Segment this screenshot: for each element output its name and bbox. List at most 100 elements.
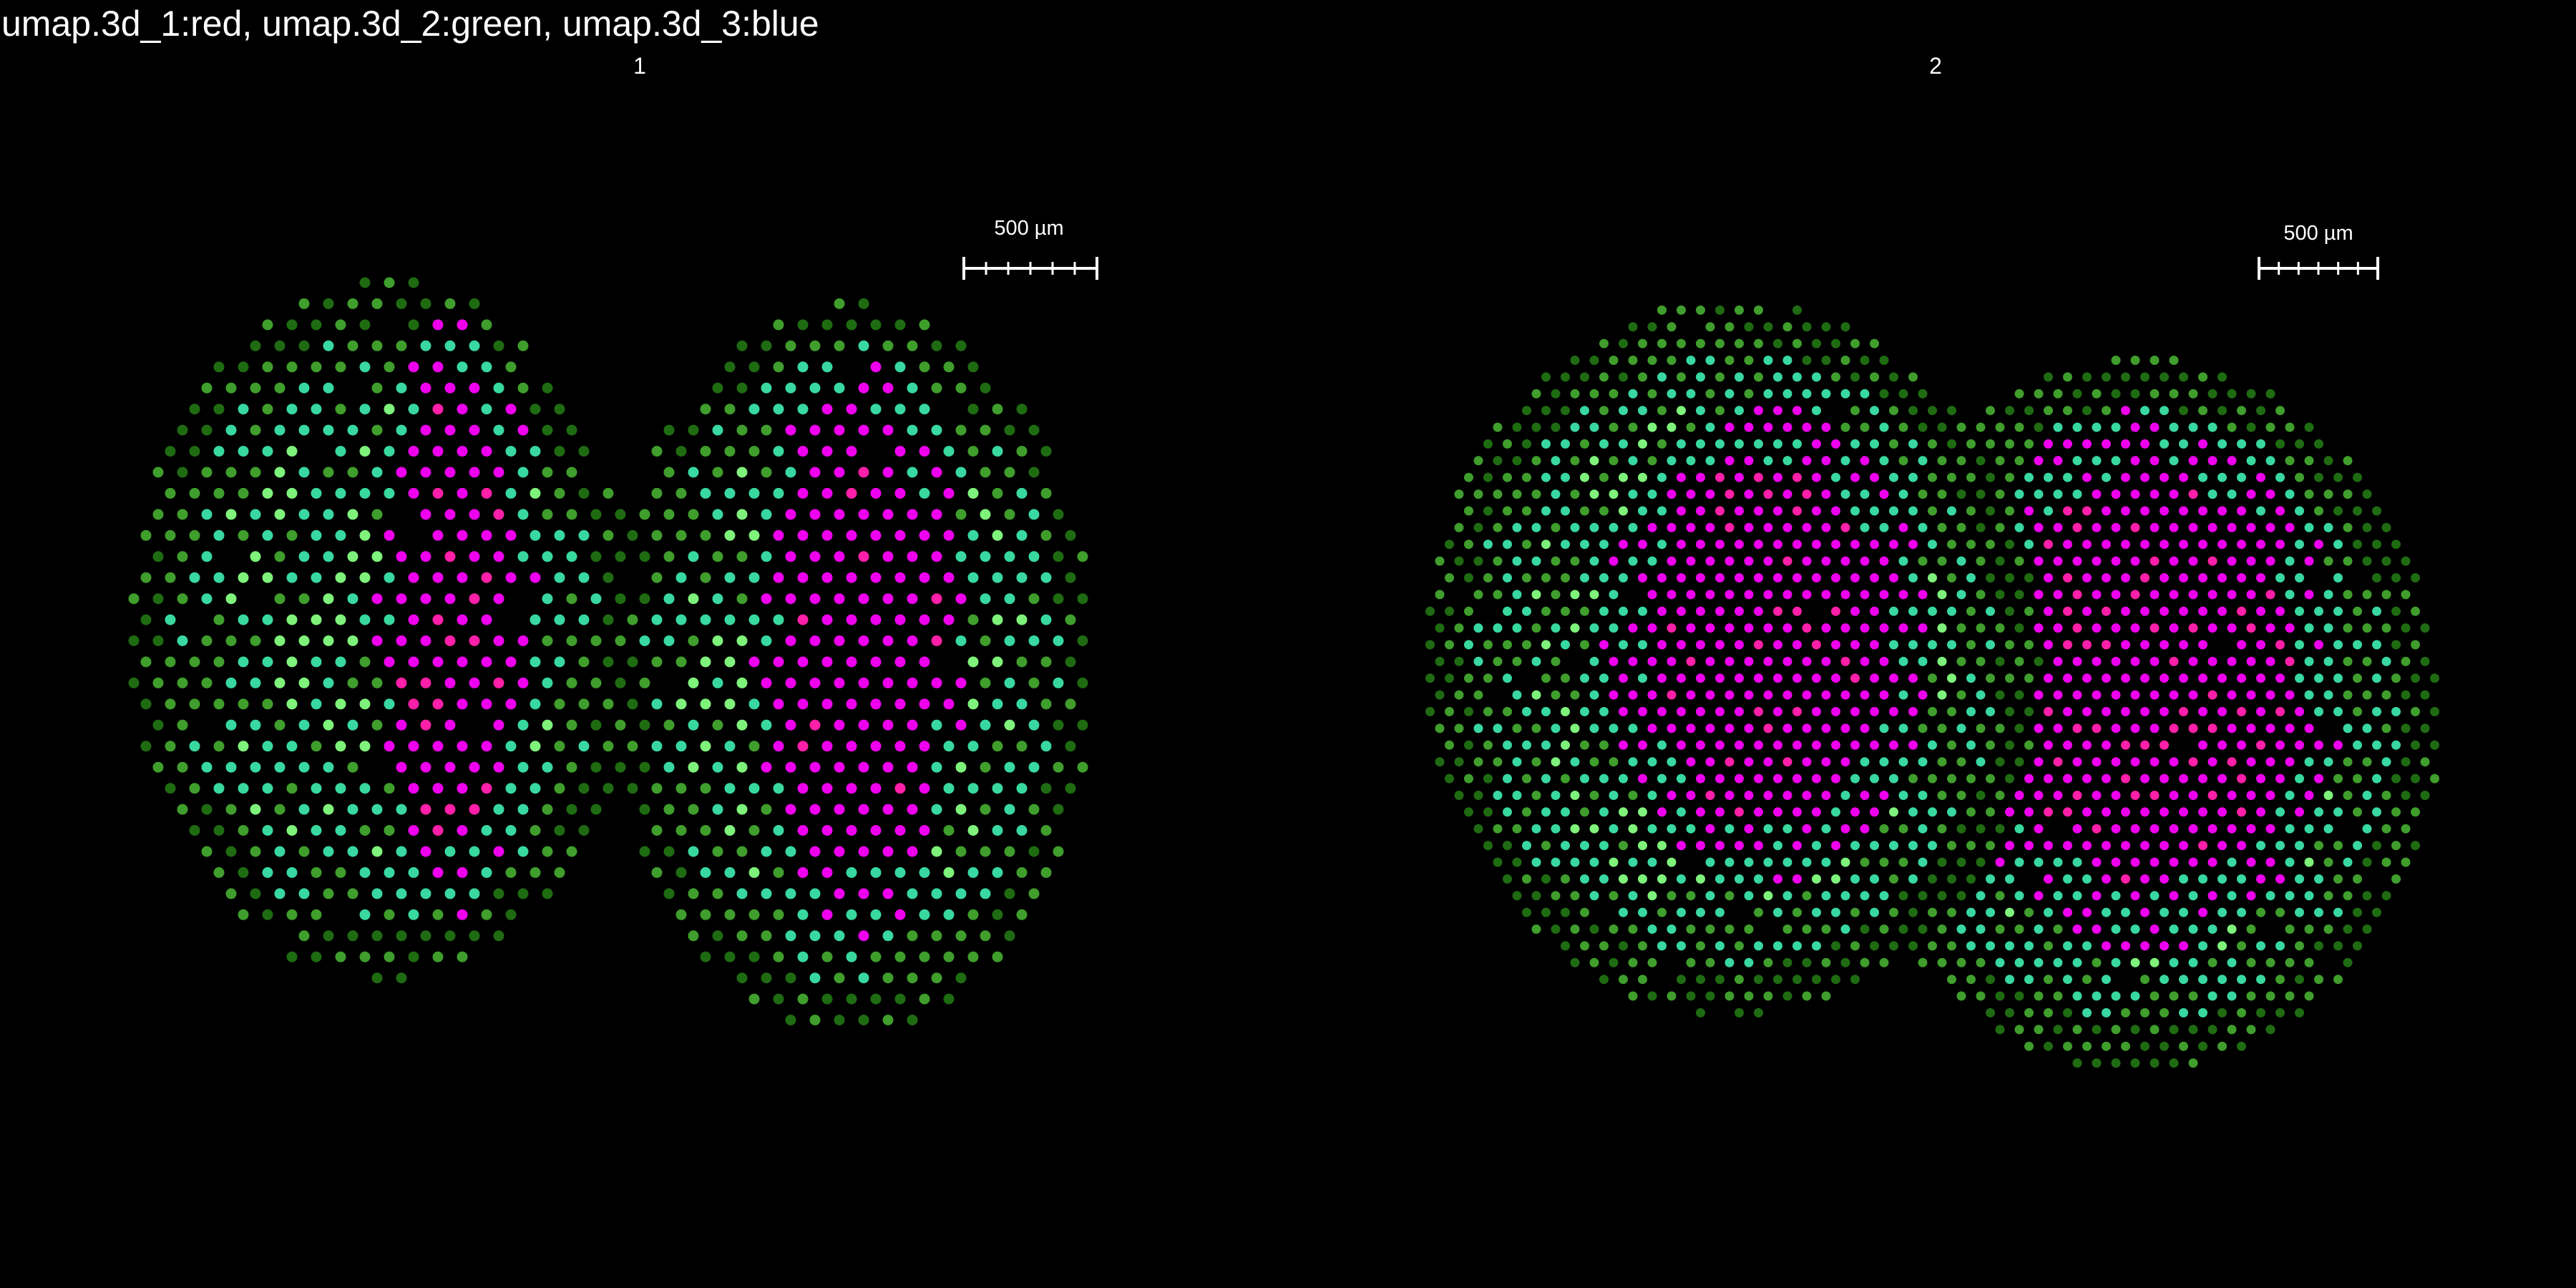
panel-1-spot: [250, 382, 261, 394]
panel-1-spot: [457, 909, 468, 920]
panel-2-spot: [1792, 774, 1802, 784]
panel-1-spot: [469, 804, 480, 815]
panel-2-spot: [1541, 540, 1551, 550]
panel-1-spot: [724, 698, 736, 710]
panel-2-spot: [1512, 690, 1522, 700]
panel-2-spot: [1705, 522, 1715, 532]
panel-1-spot: [201, 551, 213, 562]
panel-2-spot: [1435, 757, 1445, 767]
panel-2-spot: [2353, 941, 2362, 951]
panel-2-spot: [2014, 791, 2024, 800]
panel-2-spot: [2401, 590, 2411, 600]
panel-1-spot: [1004, 719, 1015, 731]
panel-1-spot: [432, 614, 444, 625]
panel-2-spot: [1889, 707, 1898, 716]
panel-2-spot: [1589, 857, 1599, 867]
panel-2-spot: [1966, 707, 1976, 716]
panel-2-spot: [1647, 322, 1657, 332]
panel-1-spot: [165, 446, 176, 457]
panel-1-spot: [384, 909, 395, 920]
panel-2-spot: [2111, 991, 2121, 1001]
panel-1-spot: [943, 993, 955, 1005]
panel-2-spot: [1541, 506, 1551, 516]
panel-2-spot: [2237, 975, 2246, 985]
panel-1-spot: [152, 593, 164, 605]
panel-2-spot: [1782, 422, 1792, 432]
panel-1-spot: [967, 951, 979, 962]
panel-1-spot: [311, 614, 322, 625]
panel-1-spot: [323, 888, 334, 899]
panel-2-spot: [1715, 372, 1724, 382]
panel-2-spot: [1657, 506, 1667, 516]
panel-2-spot: [2102, 606, 2111, 616]
panel-2-spot: [1628, 356, 1638, 365]
panel-2-spot: [2160, 573, 2169, 582]
panel-1-spot: [943, 572, 955, 583]
panel-2-spot: [1628, 389, 1638, 399]
panel-1-spot: [323, 424, 334, 436]
panel-2-spot: [1754, 874, 1763, 884]
panel-2-spot: [1918, 924, 1928, 934]
panel-1-spot: [870, 698, 882, 710]
panel-2-spot: [2092, 690, 2102, 700]
panel-2-spot: [2082, 740, 2092, 750]
panel-1-spot: [785, 593, 796, 605]
panel-1-spot: [1040, 698, 1052, 710]
panel-2-spot: [2218, 506, 2227, 516]
panel-2-spot: [2102, 807, 2111, 817]
panel-2-spot: [1773, 740, 1782, 750]
panel-2-spot: [2237, 540, 2246, 550]
panel-1-spot: [967, 530, 979, 541]
panel-1-spot: [748, 404, 760, 415]
panel-1-spot: [335, 783, 346, 794]
panel-1-spot: [651, 867, 663, 878]
panel-1-spot: [250, 719, 261, 731]
panel-1-spot: [311, 487, 322, 499]
panel-2-spot: [2111, 456, 2121, 466]
panel-2-spot: [2333, 707, 2343, 716]
panel-2-spot: [2092, 757, 2102, 767]
panel-2-spot: [2092, 623, 2102, 633]
panel-1-spot: [1016, 530, 1028, 541]
panel-1-spot: [967, 361, 979, 373]
panel-2-spot: [1551, 824, 1561, 834]
panel-2-spot: [1580, 807, 1589, 817]
panel-2-spot: [1589, 422, 1599, 432]
panel-2-spot: [1956, 891, 1966, 901]
panel-2-spot: [2034, 1025, 2044, 1035]
panel-2-spot: [2362, 623, 2372, 633]
panel-1-spot: [1004, 593, 1015, 605]
panel-2-spot: [1792, 707, 1802, 716]
panel-1-spot: [602, 530, 614, 541]
panel-2-spot: [1802, 924, 1812, 934]
panel-2-spot: [1792, 841, 1802, 851]
panel-2-spot: [1821, 824, 1831, 834]
panel-2-spot: [2207, 389, 2218, 399]
panel-1-spot: [311, 656, 322, 668]
panel-2-spot: [2063, 975, 2072, 985]
panel-1-spot: [943, 951, 955, 962]
panel-1-spot: [213, 361, 225, 373]
panel-1-spot: [311, 361, 322, 373]
panel-2-spot: [2218, 841, 2227, 851]
panel-2-spot: [2102, 774, 2111, 784]
panel-1-spot: [773, 783, 784, 794]
panel-1-spot: [967, 572, 979, 583]
panel-2-spot: [2160, 506, 2169, 516]
panel-1-spot: [457, 361, 468, 373]
panel-1-spot: [615, 761, 626, 773]
panel-2-spot: [1657, 540, 1667, 550]
panel-1-spot: [846, 825, 857, 836]
panel-2-spot: [1483, 673, 1493, 683]
panel-1-spot: [286, 530, 298, 541]
panel-2-spot: [1483, 540, 1493, 550]
panel-1-spot: [992, 404, 1003, 415]
panel-2-spot: [2381, 857, 2391, 867]
panel-2-spot: [1561, 406, 1570, 416]
panel-2-spot: [2111, 723, 2121, 733]
panel-1-spot: [955, 804, 967, 815]
panel-2-spot: [2275, 673, 2285, 683]
panel-2-spot: [1812, 740, 1821, 750]
panel-2-spot: [2150, 656, 2160, 666]
panel-1-spot: [578, 741, 590, 752]
